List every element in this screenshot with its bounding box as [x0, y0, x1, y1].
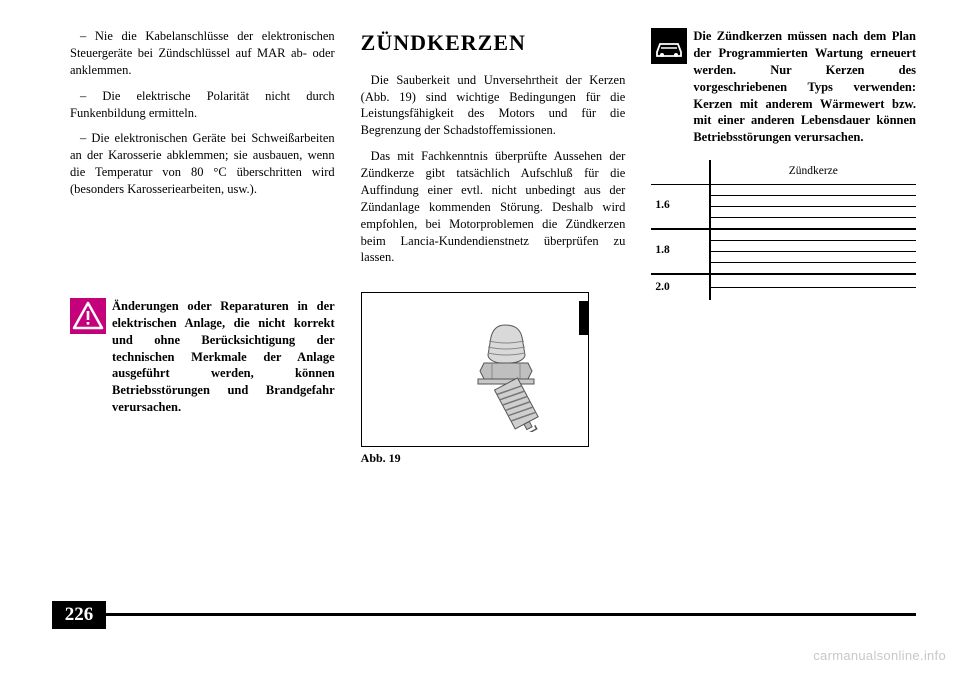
- table-header-blank: [651, 160, 709, 184]
- table-engine: 1.6: [651, 184, 709, 229]
- paragraph: – Nie die Kabelanschlüsse der elektronis…: [70, 28, 335, 79]
- info-callout: Die Zündkerzen müssen nach dem Plan der …: [651, 28, 916, 146]
- paragraph: – Die elektrische Polarität nicht durch …: [70, 88, 335, 122]
- warning-triangle-icon: [70, 298, 106, 334]
- paragraph: Das mit Fachkenntnis überprüfte Aussehen…: [361, 148, 626, 266]
- table-cell: [710, 251, 916, 262]
- column-right: Die Zündkerzen müssen nach dem Plan der …: [651, 28, 916, 467]
- three-column-layout: – Nie die Kabelanschlüsse der elektronis…: [70, 28, 916, 467]
- footer-rule: [106, 613, 916, 616]
- table-engine: 2.0: [651, 274, 709, 301]
- column-middle: ZÜNDKERZEN Die Sauberkeit und Unversehrt…: [361, 28, 626, 467]
- table-cell: [710, 288, 916, 301]
- figure-tab: [579, 301, 589, 335]
- watermark: carmanualsonline.info: [813, 648, 946, 663]
- page-number: 226: [52, 601, 106, 629]
- column-left: – Nie die Kabelanschlüsse der elektronis…: [70, 28, 335, 467]
- warning-text: Änderungen oder Reparaturen in der elekt…: [112, 298, 335, 416]
- car-info-icon: [651, 28, 687, 64]
- table-cell: [710, 274, 916, 288]
- paragraph: Die Sauberkeit und Unversehrtheit der Ke…: [361, 72, 626, 140]
- spark-plug-icon: [380, 307, 570, 432]
- table-header: Zündkerze: [710, 160, 916, 184]
- table-cell: [710, 184, 916, 195]
- info-text: Die Zündkerzen müssen nach dem Plan der …: [693, 28, 916, 146]
- manual-page: – Nie die Kabelanschlüsse der elektronis…: [0, 0, 960, 673]
- table-cell: [710, 206, 916, 217]
- table-cell: [710, 229, 916, 241]
- table-cell: [710, 240, 916, 251]
- table-engine: 1.8: [651, 229, 709, 274]
- section-heading: ZÜNDKERZEN: [361, 28, 626, 58]
- table-cell: [710, 195, 916, 206]
- figure-spark-plug: [361, 292, 589, 447]
- spark-plug-table: Zündkerze 1.6 1.8 2.0: [651, 160, 916, 300]
- figure-caption: Abb. 19: [361, 450, 626, 466]
- table-cell: [710, 217, 916, 229]
- warning-callout: Änderungen oder Reparaturen in der elekt…: [70, 298, 335, 416]
- table-cell: [710, 262, 916, 274]
- paragraph: – Die elektronischen Geräte bei Schweißa…: [70, 130, 335, 198]
